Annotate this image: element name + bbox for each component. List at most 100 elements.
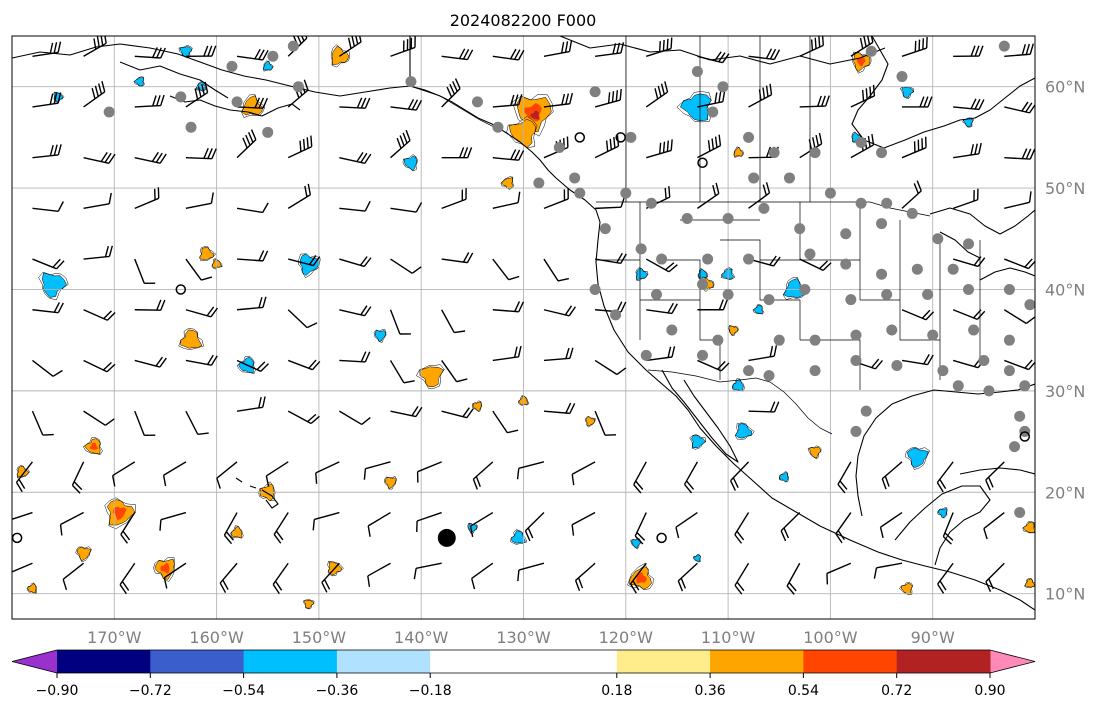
barb-feather (467, 147, 473, 158)
wind-barb (952, 188, 979, 210)
station-dot (262, 126, 274, 138)
station-dot (1003, 365, 1015, 377)
wind-barb (185, 192, 214, 210)
barb-staff (748, 55, 775, 61)
barb-feather (160, 299, 166, 311)
barb-feather (913, 183, 919, 194)
wind-barb (219, 562, 238, 594)
barb-feather (97, 83, 103, 95)
wind-barb (273, 512, 289, 544)
barb-feather (197, 86, 202, 98)
barb-feather (1025, 316, 1035, 325)
barb-feather (978, 99, 985, 110)
station-dot (876, 147, 888, 159)
region-contour (852, 51, 872, 74)
barb-staff (367, 562, 391, 577)
wind-barb (697, 90, 726, 108)
barb-staff (390, 410, 417, 418)
region-contour (199, 246, 217, 262)
barb-feather (104, 36, 107, 44)
barb-staff (134, 359, 161, 368)
barb-feather (18, 478, 26, 489)
barb-feather (91, 88, 96, 99)
barb-feather (837, 483, 846, 494)
wind-barb (32, 92, 62, 108)
wind-barb (571, 461, 596, 486)
barb-feather (1025, 102, 1033, 113)
barb-staff (390, 207, 417, 213)
barb-feather (472, 478, 478, 490)
calm-circle (656, 532, 667, 544)
barb-feather (1029, 43, 1034, 55)
coastline-cuba (959, 467, 1035, 475)
barb-feather (707, 140, 711, 152)
barb-feather (814, 37, 817, 49)
barb-feather (411, 406, 419, 417)
wind-barb (83, 359, 116, 373)
barb-feather (732, 477, 739, 488)
barb-feather (714, 136, 718, 148)
coastline-aleutians (169, 95, 301, 117)
wind-barb (338, 36, 362, 57)
wind-barb (288, 255, 321, 267)
wind-barb (441, 147, 473, 159)
wind-barb (469, 511, 494, 538)
barb-staff (236, 55, 263, 61)
wind-barb (134, 410, 156, 437)
wind-barb (901, 37, 928, 57)
barb-staff (272, 562, 289, 585)
station-dot (978, 354, 990, 366)
barb-staff (629, 562, 647, 585)
station-dot (881, 197, 893, 209)
positive-region (472, 401, 482, 412)
region-contour (899, 582, 914, 595)
barb-feather (865, 88, 868, 100)
barb-feather (871, 358, 880, 369)
colorbar-tick-label: 0.36 (695, 683, 726, 699)
barb-feather (974, 143, 978, 155)
barb-staff (1004, 106, 1030, 114)
barb-feather (671, 346, 676, 358)
barb-feather (620, 196, 626, 208)
station-markers (12, 40, 1035, 547)
wind-barb (543, 187, 569, 210)
barb-feather (988, 578, 994, 590)
barb-feather (668, 186, 671, 198)
region-contour (230, 525, 244, 539)
barb-feather (108, 245, 113, 257)
station-dot (471, 96, 483, 108)
lat-tick-label: 30°N (1045, 382, 1085, 401)
barb-feather (1025, 43, 1030, 55)
station-dot (840, 228, 852, 240)
barb-feather (405, 129, 411, 141)
barb-staff (901, 309, 927, 321)
region-contour (506, 116, 538, 149)
station-dot (743, 131, 755, 143)
barb-feather (568, 306, 577, 317)
barb-feather (769, 401, 776, 413)
barb-feather (222, 579, 229, 590)
barb-feather (56, 260, 65, 270)
colorbar-swatch (896, 650, 991, 673)
barb-feather (970, 98, 977, 109)
barb-staff (492, 201, 519, 210)
wind-barb (134, 187, 160, 210)
barb-staff (952, 359, 979, 369)
barb-feather (323, 579, 331, 590)
barb-feather (49, 144, 54, 156)
barb-feather (568, 40, 573, 52)
wind-barb (416, 461, 442, 483)
barb-staff (645, 258, 670, 273)
barb-feather (985, 479, 991, 491)
positive-region (508, 118, 536, 148)
barb-feather (355, 36, 359, 45)
positive-region (419, 366, 444, 388)
wind-barb (873, 562, 903, 579)
barb-feather (919, 96, 925, 108)
wind-barb (185, 354, 218, 366)
barb-staff (441, 258, 468, 264)
region-contour (697, 268, 709, 280)
barb-staff (339, 410, 363, 426)
barb-feather (311, 360, 321, 371)
barb-feather (635, 480, 644, 490)
